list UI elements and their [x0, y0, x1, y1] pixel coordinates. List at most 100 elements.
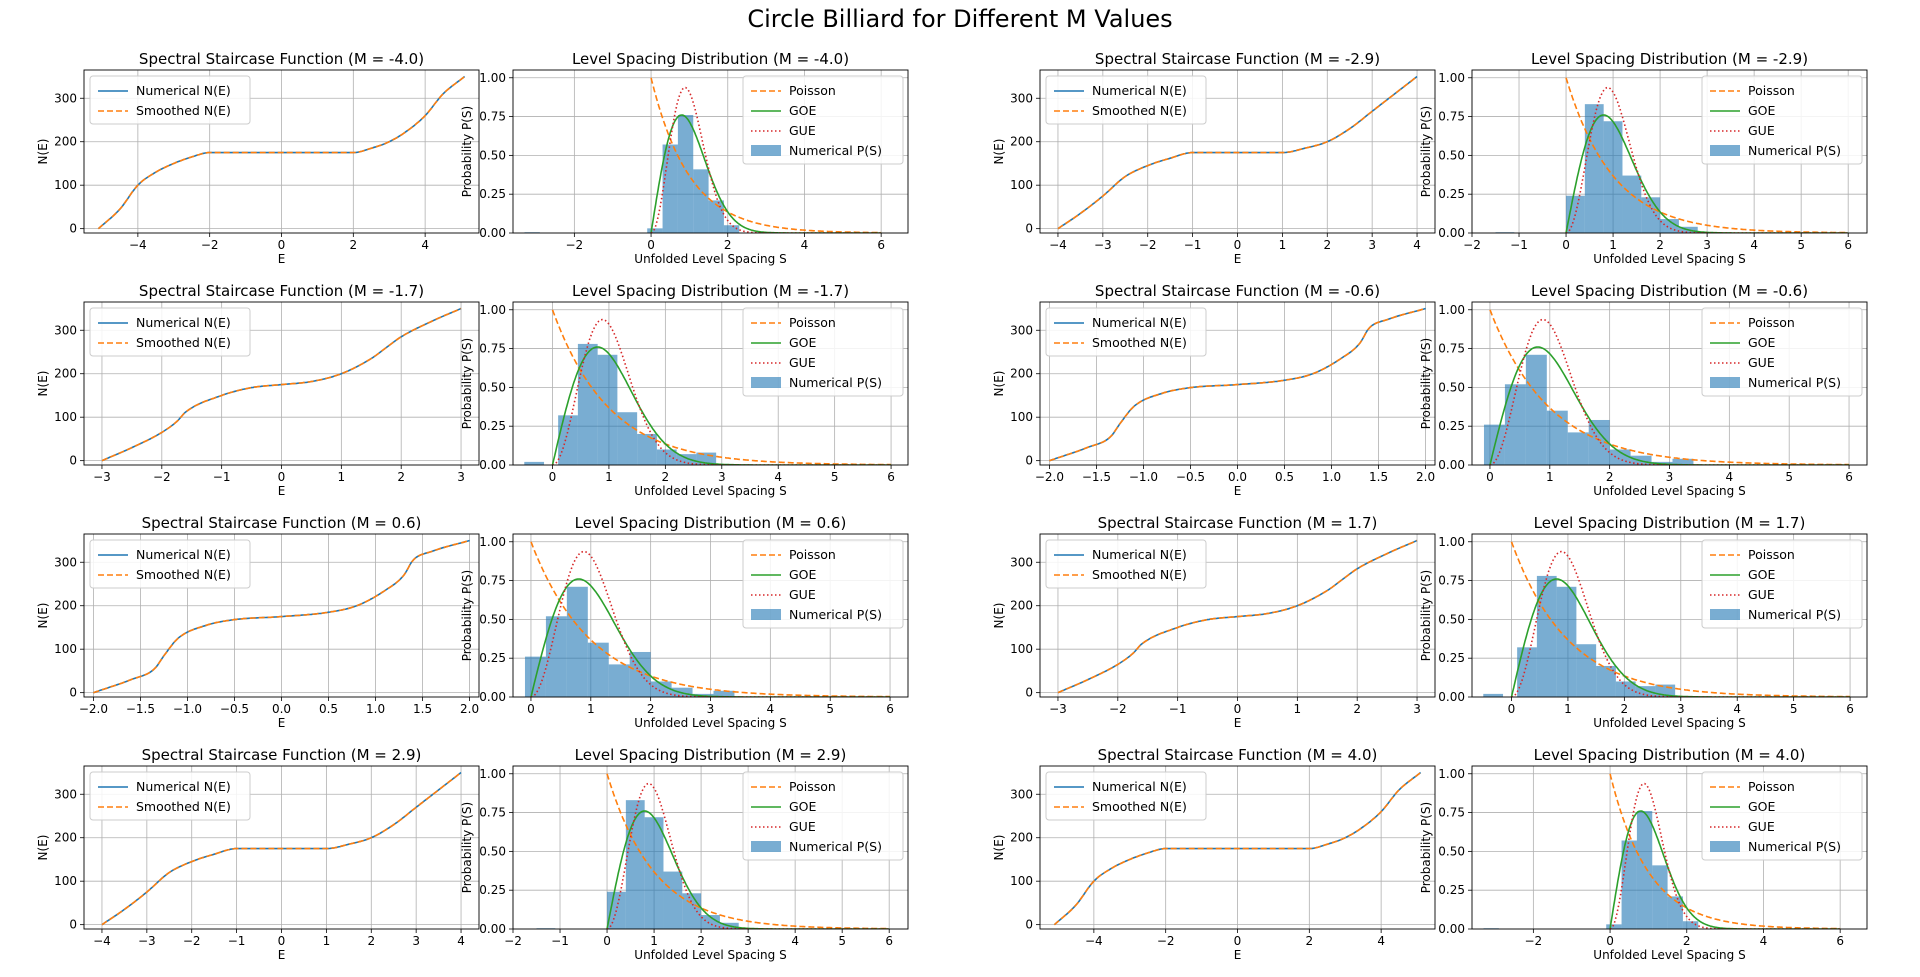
x-tick-label: 5 [1797, 238, 1805, 252]
histogram-bar [1517, 647, 1537, 697]
axes-frame [512, 765, 909, 930]
plot-area [1483, 773, 1841, 929]
x-tick-label: 2 [349, 238, 357, 252]
subplot-10: 0 1 2 3 4 5 6 0.00 0.25 0.50 0.75 1.00 Level Spacing… [460, 514, 909, 730]
y-axis-label: Probability P(S) [1419, 802, 1433, 893]
histogram-bar [1584, 104, 1604, 233]
legend: Poisson GOE GUE Numerical P(S) [1701, 307, 1863, 397]
subplot-15: −4 −2 0 2 4 0 100 200 300 Spectral Staircase Func… [992, 746, 1436, 962]
y-tick-label: 200 [54, 599, 77, 613]
y-axis-label: Probability P(S) [460, 802, 474, 893]
y-tick-label: 0.25 [1438, 651, 1465, 665]
y-tick-label: 0.75 [1438, 806, 1465, 820]
y-axis-label: Probability P(S) [1419, 570, 1433, 661]
plot-area [1049, 307, 1426, 462]
histogram-bar [723, 225, 740, 233]
plot-area [97, 75, 466, 230]
y-tick-label: 100 [1010, 874, 1033, 888]
subplot-1: −4 −2 0 2 4 0 100 200 300 Spectral Staircase Func… [36, 50, 480, 266]
plot-area [101, 771, 462, 926]
histogram-bar [647, 228, 663, 233]
legend-label: GOE [789, 335, 817, 350]
x-tick-label: 2 [1621, 702, 1629, 716]
legend-frame [1701, 307, 1863, 397]
histogram-bar [597, 354, 618, 465]
series-smoothed-line [93, 539, 470, 694]
x-axis-label: E [1234, 948, 1242, 962]
legend: Numerical N(E) Smoothed N(E) [1045, 539, 1207, 589]
subplot-14: −2 −1 0 1 2 3 4 5 6 0.00 0.25 0.50 0.75 1.00 Level Spa… [460, 746, 909, 962]
legend: Poisson GOE GUE Numerical P(S) [742, 539, 904, 629]
y-tick-label: 0.00 [1438, 690, 1465, 704]
y-tick-label: 0.00 [479, 226, 506, 240]
y-axis-label: Probability P(S) [1419, 106, 1433, 197]
legend-label: Numerical N(E) [136, 83, 231, 98]
y-tick-label: 300 [54, 555, 77, 569]
legend-swatch-bar [1710, 841, 1740, 852]
x-tick-label: 1 [1294, 702, 1302, 716]
x-tick-label: −3 [138, 934, 156, 948]
x-tick-label: 4 [1413, 238, 1421, 252]
legend-label: Smoothed N(E) [1092, 103, 1187, 118]
legend-frame [1701, 539, 1863, 629]
histogram-bar [637, 433, 657, 465]
legend-label: GUE [789, 587, 816, 602]
y-tick-label: 1.00 [479, 303, 506, 317]
x-tick-label: 0 [278, 470, 286, 484]
y-tick-label: 0.00 [1438, 922, 1465, 936]
y-tick-label: 0.00 [1438, 226, 1465, 240]
subplot-13: −4 −3 −2 −1 0 1 2 3 4 0 100 200 300 Spectral Staircas… [36, 746, 480, 962]
histogram-bar [566, 586, 588, 697]
x-tick-label: 3 [412, 934, 420, 948]
y-tick-label: 0.50 [1438, 380, 1465, 394]
x-tick-label: 0 [603, 934, 611, 948]
y-axis-label: N(E) [992, 603, 1006, 629]
legend-frame [1045, 539, 1207, 589]
x-tick-label: −2 [1109, 702, 1127, 716]
x-tick-label: 1 [1564, 702, 1572, 716]
plot-area [101, 307, 462, 462]
histogram-bar [677, 115, 694, 233]
legend-swatch-bar [751, 609, 781, 620]
y-tick-label: 0.75 [1438, 110, 1465, 124]
y-tick-label: 0.75 [1438, 342, 1465, 356]
x-tick-label: 5 [1790, 702, 1798, 716]
x-tick-label: 2 [1683, 934, 1691, 948]
legend-label: Smoothed N(E) [136, 799, 231, 814]
legend-frame [89, 75, 251, 125]
legend-label: Numerical P(S) [1748, 143, 1841, 158]
y-tick-label: 0.25 [479, 883, 506, 897]
y-tick-label: 1.00 [479, 71, 506, 85]
y-tick-label: 0.50 [1438, 844, 1465, 858]
x-tick-label: 0.0 [272, 702, 291, 716]
histogram-bar [545, 616, 567, 697]
x-tick-label: 0 [527, 702, 535, 716]
legend-frame [742, 75, 904, 165]
y-axis-label: N(E) [36, 835, 50, 861]
x-tick-label: 0 [1234, 934, 1242, 948]
y-tick-label: 0.50 [479, 844, 506, 858]
x-axis-label: Unfolded Level Spacing S [634, 484, 786, 498]
y-tick-label: 1.00 [1438, 303, 1465, 317]
legend-label: Numerical N(E) [136, 315, 231, 330]
x-tick-label: 2.0 [460, 702, 479, 716]
y-tick-label: 0.50 [479, 612, 506, 626]
histogram-bar [1546, 410, 1568, 465]
subplot-2: −2 0 2 4 6 0.00 0.25 0.50 0.75 1.00 Level Spacing … [460, 50, 909, 266]
plot-area [524, 77, 882, 233]
subplot-12: 0 1 2 3 4 5 6 0.00 0.25 0.50 0.75 1.00 Level Spacing… [1419, 514, 1868, 730]
x-tick-label: 0 [1486, 470, 1494, 484]
subplot-title: Spectral Staircase Function (M = -2.9) [1095, 50, 1380, 68]
y-tick-label: 0 [1025, 686, 1033, 700]
legend-label: Poisson [789, 779, 836, 794]
subplot-title: Spectral Staircase Function (M = 2.9) [142, 746, 422, 764]
legend-label: Numerical P(S) [789, 607, 882, 622]
y-tick-label: 200 [1010, 831, 1033, 845]
x-tick-label: 4 [1760, 934, 1768, 948]
legend-label: Numerical N(E) [1092, 315, 1187, 330]
x-tick-label: 0.0 [1228, 470, 1247, 484]
legend: Poisson GOE GUE Numerical P(S) [1701, 75, 1863, 165]
x-tick-label: 2 [647, 702, 655, 716]
legend-label: Poisson [789, 547, 836, 562]
